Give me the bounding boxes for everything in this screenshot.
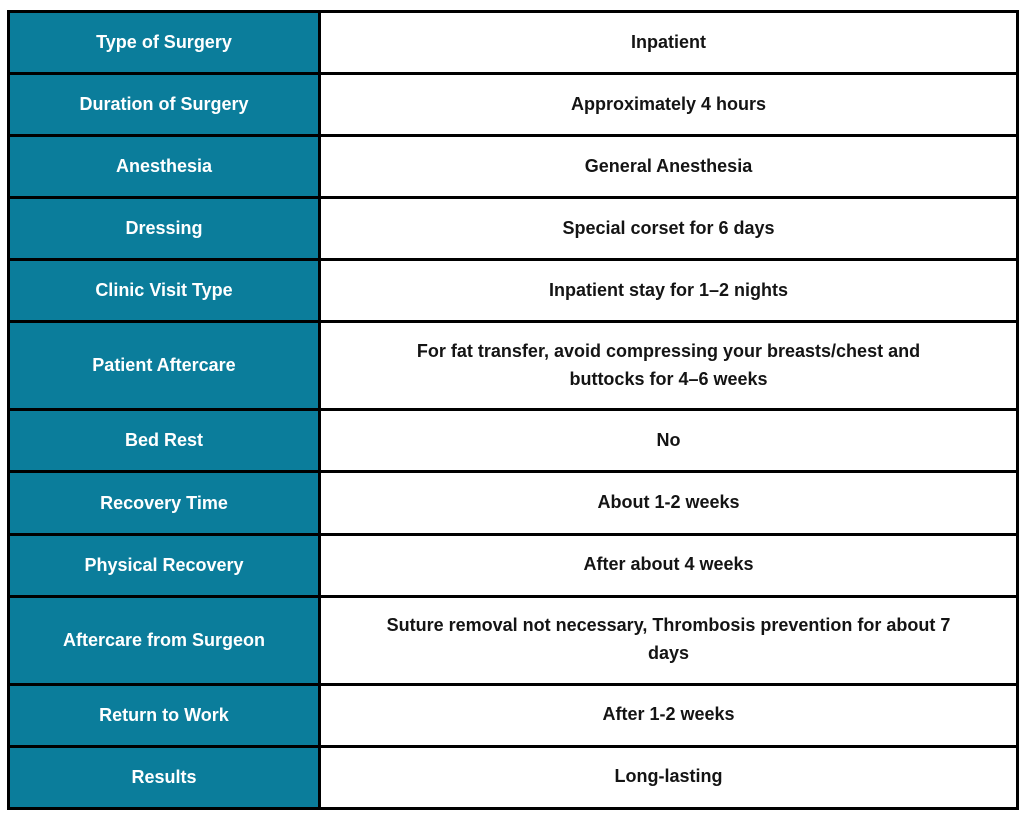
table-row: Return to Work After 1-2 weeks [7, 682, 1019, 748]
row-label-physical-recovery: Physical Recovery [7, 532, 321, 598]
row-value-results: Long-lasting [318, 744, 1019, 811]
row-value-aftercare-from-surgeon: Suture removal not necessary, Thrombosis… [318, 594, 1019, 686]
row-label-aftercare-from-surgeon: Aftercare from Surgeon [7, 594, 321, 686]
row-value-return-to-work: After 1-2 weeks [318, 682, 1019, 748]
table-row: Dressing Special corset for 6 days [7, 196, 1019, 262]
row-value-bed-rest: No [318, 408, 1019, 474]
row-label-results: Results [7, 744, 321, 811]
table-row: Patient Aftercare For fat transfer, avoi… [7, 320, 1019, 412]
row-label-return-to-work: Return to Work [7, 682, 321, 748]
row-label-bed-rest: Bed Rest [7, 408, 321, 474]
row-label-recovery-time: Recovery Time [7, 470, 321, 536]
row-label-clinic-visit-type: Clinic Visit Type [7, 258, 321, 324]
table-row: Duration of Surgery Approximately 4 hour… [7, 72, 1019, 138]
row-label-type-of-surgery: Type of Surgery [7, 9, 321, 76]
row-value-clinic-visit-type: Inpatient stay for 1–2 nights [318, 258, 1019, 324]
row-label-patient-aftercare: Patient Aftercare [7, 320, 321, 412]
table-row: Recovery Time About 1-2 weeks [7, 470, 1019, 536]
surgery-info-table: Type of Surgery Inpatient Duration of Su… [7, 9, 1019, 811]
row-label-duration-of-surgery: Duration of Surgery [7, 72, 321, 138]
row-value-duration-of-surgery: Approximately 4 hours [318, 72, 1019, 138]
table-row: Physical Recovery After about 4 weeks [7, 532, 1019, 598]
table-row: Type of Surgery Inpatient [7, 9, 1019, 76]
table-row: Bed Rest No [7, 408, 1019, 474]
table-row: Clinic Visit Type Inpatient stay for 1–2… [7, 258, 1019, 324]
table-row: Aftercare from Surgeon Suture removal no… [7, 594, 1019, 686]
row-value-type-of-surgery: Inpatient [318, 9, 1019, 76]
row-value-recovery-time: About 1-2 weeks [318, 470, 1019, 536]
row-label-anesthesia: Anesthesia [7, 134, 321, 200]
table-row: Results Long-lasting [7, 744, 1019, 811]
row-value-dressing: Special corset for 6 days [318, 196, 1019, 262]
row-value-patient-aftercare: For fat transfer, avoid compressing your… [318, 320, 1019, 412]
row-value-anesthesia: General Anesthesia [318, 134, 1019, 200]
table-row: Anesthesia General Anesthesia [7, 134, 1019, 200]
row-value-physical-recovery: After about 4 weeks [318, 532, 1019, 598]
row-label-dressing: Dressing [7, 196, 321, 262]
